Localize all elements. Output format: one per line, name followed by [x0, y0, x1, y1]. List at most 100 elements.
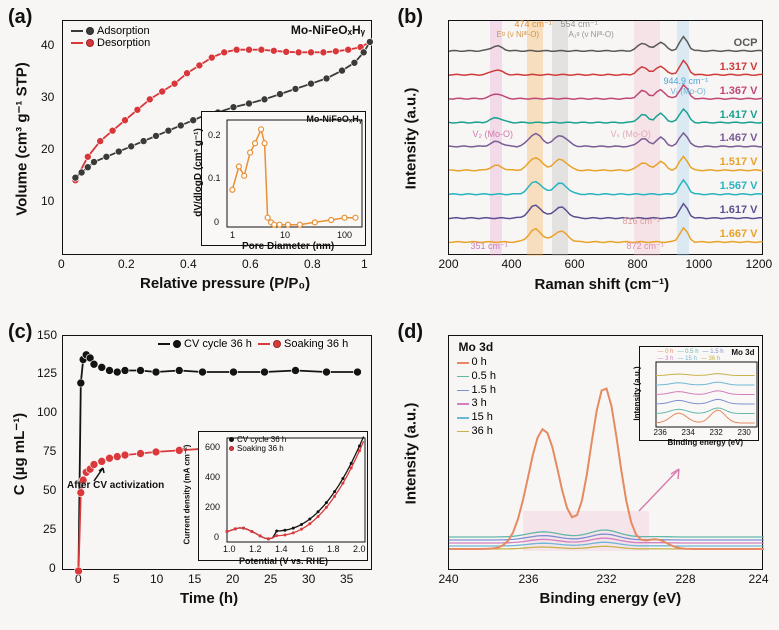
tick: 35 [340, 572, 353, 586]
anno: V₂ (Mo-O) [473, 129, 514, 139]
tick: 100 [337, 230, 352, 240]
panel-b-xlabel: Raman shift (cm⁻¹) [535, 275, 670, 293]
sample-label: Mo-NiFeOₓHᵧ [291, 23, 365, 37]
tick: 232 [597, 572, 617, 586]
tick: 0.2 [208, 130, 221, 140]
panel-c-inset: 1.0 1.2 1.4 1.6 1.8 2.0 0 200 400 600 Po… [198, 431, 368, 561]
inset-ylabel: Current density (mA cm⁻²) [182, 445, 191, 545]
tick: 232 [710, 428, 723, 437]
anno: 872 cm⁻¹ [627, 241, 664, 252]
panel-d-label: (d) [398, 321, 424, 344]
tick: 40 [41, 38, 54, 52]
voltage-label: 1.417 V [720, 109, 758, 121]
tick: 20 [41, 142, 54, 156]
tick: 0.1 [208, 173, 221, 183]
tick: 600 [205, 442, 220, 452]
legend-text: CV cycle 36 h [184, 338, 252, 350]
inset-legend: CV cycle 36 h Soaking 36 h [229, 435, 286, 453]
tick: 25 [43, 522, 56, 536]
panel-a-label: (a) [8, 6, 32, 29]
panel-c-xlabel: Time (h) [180, 590, 238, 607]
tick: 1 [230, 230, 235, 240]
tick: 1000 [686, 257, 713, 271]
tick: 200 [205, 502, 220, 512]
tick: 228 [676, 572, 696, 586]
anno: A₁ᵍ (ν Niᴵᴵᴵ-O) [569, 30, 614, 39]
inset-xlabel: Pore Diameter (nm) [242, 241, 334, 252]
panel-b-label: (b) [398, 6, 424, 29]
voltage-label: 1.667 V [720, 228, 758, 240]
tick: 100 [37, 405, 57, 419]
voltage-label: 1.467 V [720, 132, 758, 144]
panel-a-xlabel: Relative pressure (P/P₀) [140, 275, 310, 292]
panel-b: (b) 200 400 600 800 1000 1200 1.667 V1.6… [390, 0, 779, 315]
inset-legend: — 0 h— 0.5 h— 1.5 h— 3 h— 15 h— 36 h [658, 349, 728, 362]
tick: 10 [41, 194, 54, 208]
tick: 75 [43, 444, 56, 458]
inset-ylabel: Intensity (a.u.) [632, 366, 641, 420]
anno: 554 cm⁻¹ [561, 19, 598, 30]
tick: 0 [214, 532, 219, 542]
voltage-label: 1.517 V [720, 156, 758, 168]
tick: 30 [41, 90, 54, 104]
panel-b-plot: 200 400 600 800 1000 1200 1.667 V1.617 V… [448, 20, 763, 255]
tick: 15 [188, 572, 201, 586]
tick: 10 [150, 572, 163, 586]
tick: 1.0 [223, 544, 236, 554]
legend-row: 15 h [457, 411, 496, 425]
panel-a-legend: Adsorption Desorption [71, 25, 150, 49]
legend-row: 1.5 h [457, 384, 496, 398]
inset-xlabel: Binding energy (eV) [668, 438, 744, 447]
legend-row: Desorption [71, 37, 150, 49]
tick: 400 [502, 257, 522, 271]
panel-c-label: (c) [8, 321, 32, 344]
tick: 0.6 [242, 257, 259, 271]
legend-row: 3 h [457, 397, 496, 411]
panel-d-xlabel: Binding energy (eV) [540, 590, 682, 607]
tick: 1.6 [301, 544, 314, 554]
tick: 150 [37, 328, 57, 342]
arrow-icon [91, 464, 111, 484]
tick: 224 [749, 572, 769, 586]
inset-ylabel: dV/dlogD (cm³ g⁻¹) [193, 128, 204, 217]
anno: Eᵍ (ν Niᴵᴵᴵ-O) [497, 30, 540, 39]
tick: 0 [214, 217, 219, 227]
tick: 20 [226, 572, 239, 586]
tick: 0 [58, 257, 65, 271]
panel-d-legend: 0 h0.5 h1.5 h3 h15 h36 h [457, 356, 496, 439]
panel-c-legend: CV cycle 36 h Soaking 36 h [158, 338, 348, 350]
tick: 0 [49, 561, 56, 575]
legend-row: Adsorption [71, 25, 150, 37]
tick: 25 [264, 572, 277, 586]
inset-xlabel: Potential (V vs. RHE) [239, 556, 328, 566]
legend-text: Adsorption [97, 25, 150, 37]
voltage-label: 1.567 V [720, 180, 758, 192]
panel-c-ylabel: C (µg mL⁻¹) [10, 413, 28, 495]
tick: 400 [205, 472, 220, 482]
panel-a-inset: Mo-NiFeOₓHᵧ 1 10 100 0 0.1 0.2 Pore Diam… [201, 111, 366, 246]
tick: 800 [628, 257, 648, 271]
tick: 236 [519, 572, 539, 586]
voltage-label: 1.367 V [720, 85, 758, 97]
panel-a-ylabel: Volume (cm³ g⁻¹ STP) [13, 62, 31, 215]
tick: 230 [738, 428, 751, 437]
tick: 234 [682, 428, 695, 437]
anno-arrow-text: After CV activization [67, 480, 164, 491]
tick: 600 [565, 257, 585, 271]
tick: 50 [43, 483, 56, 497]
tick: 200 [439, 257, 459, 271]
voltage-label: OCP [734, 37, 758, 49]
tick: 10 [280, 230, 290, 240]
anno: 351 cm⁻¹ [471, 241, 508, 252]
tick: 240 [439, 572, 459, 586]
anno: 474 cm⁻¹ [515, 19, 552, 30]
tick: 1200 [746, 257, 773, 271]
panel-a-plot: 0 0.2 0.4 0.6 0.8 1 10 20 30 40 Adsorpti… [62, 20, 372, 255]
panel-d-inset: Mo 3d 236 234 232 230 Binding energy (eV… [639, 346, 759, 441]
tick: 0.4 [180, 257, 197, 271]
legend-row: CV cycle 36 h Soaking 36 h [158, 338, 348, 350]
panel-c-plot: 0 5 10 15 20 25 30 35 0 25 50 75 100 125… [62, 335, 372, 570]
anno: Vₜ (Mo-O) [671, 87, 706, 96]
arrow-icon [634, 461, 694, 521]
anno: 944.9 cm⁻¹ [664, 76, 709, 87]
